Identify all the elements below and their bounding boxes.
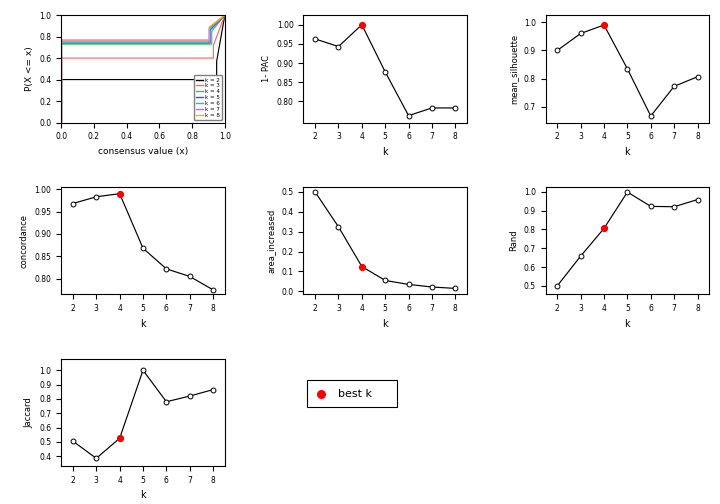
Y-axis label: P(X <= x): P(X <= x): [24, 46, 34, 91]
Y-axis label: area_increased: area_increased: [267, 209, 276, 273]
X-axis label: k: k: [140, 319, 146, 329]
X-axis label: k: k: [624, 147, 630, 157]
Y-axis label: concordance: concordance: [20, 214, 29, 268]
Bar: [307, 381, 397, 407]
X-axis label: k: k: [382, 319, 388, 329]
X-axis label: k: k: [140, 490, 146, 500]
X-axis label: k: k: [382, 147, 388, 157]
Y-axis label: Rand: Rand: [509, 230, 518, 251]
Y-axis label: mean_silhouette: mean_silhouette: [509, 34, 518, 104]
X-axis label: k: k: [624, 319, 630, 329]
Y-axis label: 1- PAC: 1- PAC: [262, 55, 271, 82]
X-axis label: consensus value (x): consensus value (x): [98, 147, 188, 156]
Legend: k = 2, k = 3, k = 4, k = 5, k = 6, k = 7, k = 8: k = 2, k = 3, k = 4, k = 5, k = 6, k = 7…: [194, 75, 222, 120]
Text: best k: best k: [338, 389, 372, 399]
Y-axis label: Jaccard: Jaccard: [24, 397, 34, 428]
